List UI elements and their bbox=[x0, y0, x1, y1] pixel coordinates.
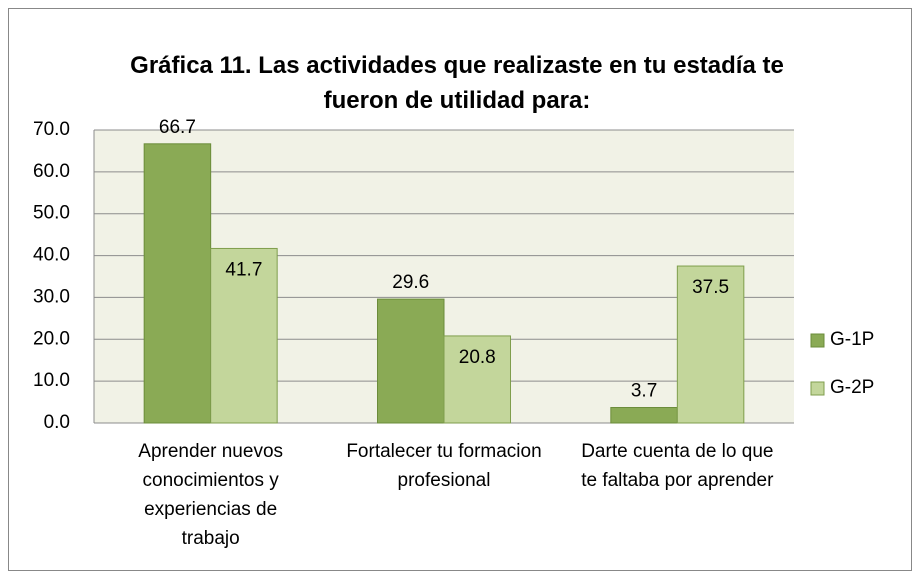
bar bbox=[610, 407, 678, 424]
y-tick-label: 30.0 bbox=[33, 286, 70, 307]
x-tick-label: Fortalecer tu formacion profesional bbox=[346, 441, 542, 491]
chart-title: Gráfica 11. Las actividades que realizas… bbox=[130, 52, 784, 114]
bar bbox=[143, 143, 212, 424]
bar bbox=[210, 247, 278, 424]
data-label: 29.6 bbox=[392, 272, 429, 293]
bar bbox=[443, 335, 511, 424]
x-tick-label: Aprender nuevos conocimientos y experien… bbox=[138, 441, 284, 549]
data-label: 66.7 bbox=[159, 117, 196, 138]
data-label: 20.8 bbox=[459, 347, 496, 368]
y-tick-label: 0.0 bbox=[44, 412, 70, 433]
legend-label: G-2P bbox=[830, 377, 874, 398]
bar bbox=[676, 265, 745, 424]
y-tick-label: 20.0 bbox=[33, 328, 70, 349]
y-tick-label: 10.0 bbox=[33, 370, 70, 391]
data-label: 3.7 bbox=[631, 381, 657, 402]
data-label: 41.7 bbox=[225, 259, 262, 280]
y-tick-label: 50.0 bbox=[33, 203, 70, 224]
y-tick-label: 40.0 bbox=[33, 245, 70, 266]
bar bbox=[377, 298, 445, 424]
legend-swatch bbox=[810, 333, 825, 348]
legend-swatch bbox=[810, 381, 825, 396]
legend-label: G-1P bbox=[830, 329, 874, 350]
x-tick-label: Darte cuenta de lo que te faltaba por ap… bbox=[581, 441, 774, 491]
data-label: 37.5 bbox=[692, 277, 729, 298]
y-tick-label: 70.0 bbox=[33, 119, 70, 140]
y-tick-label: 60.0 bbox=[33, 161, 70, 182]
